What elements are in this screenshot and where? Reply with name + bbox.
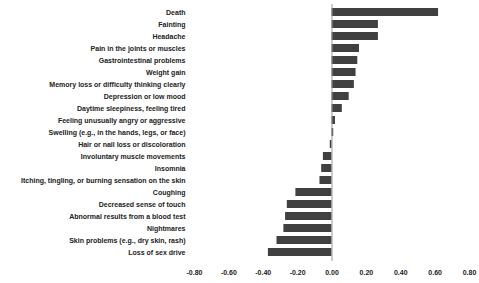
svg-text:Itching, tingling, or burning: Itching, tingling, or burning sensation … bbox=[21, 177, 186, 185]
svg-text:Coughing: Coughing bbox=[153, 189, 186, 197]
svg-text:Memory loss or difficulty thin: Memory loss or difficulty thinking clear… bbox=[49, 81, 185, 89]
svg-text:Feeling unusually angry or agg: Feeling unusually angry or aggressive bbox=[58, 117, 186, 125]
svg-text:-0.20: -0.20 bbox=[290, 269, 306, 276]
svg-text:Abnormal results from a blood: Abnormal results from a blood test bbox=[69, 213, 186, 220]
svg-text:Headache: Headache bbox=[152, 33, 185, 40]
svg-text:-0.60: -0.60 bbox=[221, 269, 237, 276]
svg-text:Insomnia: Insomnia bbox=[155, 165, 186, 172]
svg-text:Depression or low mood: Depression or low mood bbox=[104, 93, 186, 101]
svg-text:Weight gain: Weight gain bbox=[146, 69, 186, 77]
svg-text:Skin problems (e.g., dry skin,: Skin problems (e.g., dry skin, rash) bbox=[69, 237, 185, 245]
svg-text:Involuntary muscle movements: Involuntary muscle movements bbox=[81, 153, 186, 161]
svg-text:0.40: 0.40 bbox=[394, 269, 408, 276]
svg-text:Swelling (e.g., in the hands,: Swelling (e.g., in the hands, legs, or f… bbox=[49, 129, 186, 137]
svg-text:0.60: 0.60 bbox=[428, 269, 442, 276]
svg-text:Pain in the joints or muscles: Pain in the joints or muscles bbox=[91, 45, 186, 53]
svg-text:Nightmares: Nightmares bbox=[147, 225, 186, 233]
svg-text:Death: Death bbox=[166, 9, 185, 16]
svg-text:0.80: 0.80 bbox=[463, 269, 477, 276]
svg-text:Loss of sex drive: Loss of sex drive bbox=[128, 249, 185, 256]
svg-text:Decreased sense of touch: Decreased sense of touch bbox=[99, 201, 186, 208]
svg-text:0.20: 0.20 bbox=[360, 269, 374, 276]
svg-text:Gastrointestinal problems: Gastrointestinal problems bbox=[99, 57, 186, 65]
svg-text:Hair or nail loss or discolora: Hair or nail loss or discoloration bbox=[78, 141, 185, 148]
svg-text:-0.40: -0.40 bbox=[255, 269, 271, 276]
svg-text:0.00: 0.00 bbox=[325, 269, 339, 276]
svg-text:-0.80: -0.80 bbox=[187, 269, 203, 276]
svg-text:Fainting: Fainting bbox=[158, 21, 185, 29]
svg-text:Daytime sleepiness, feeling ti: Daytime sleepiness, feeling tired bbox=[77, 105, 186, 113]
